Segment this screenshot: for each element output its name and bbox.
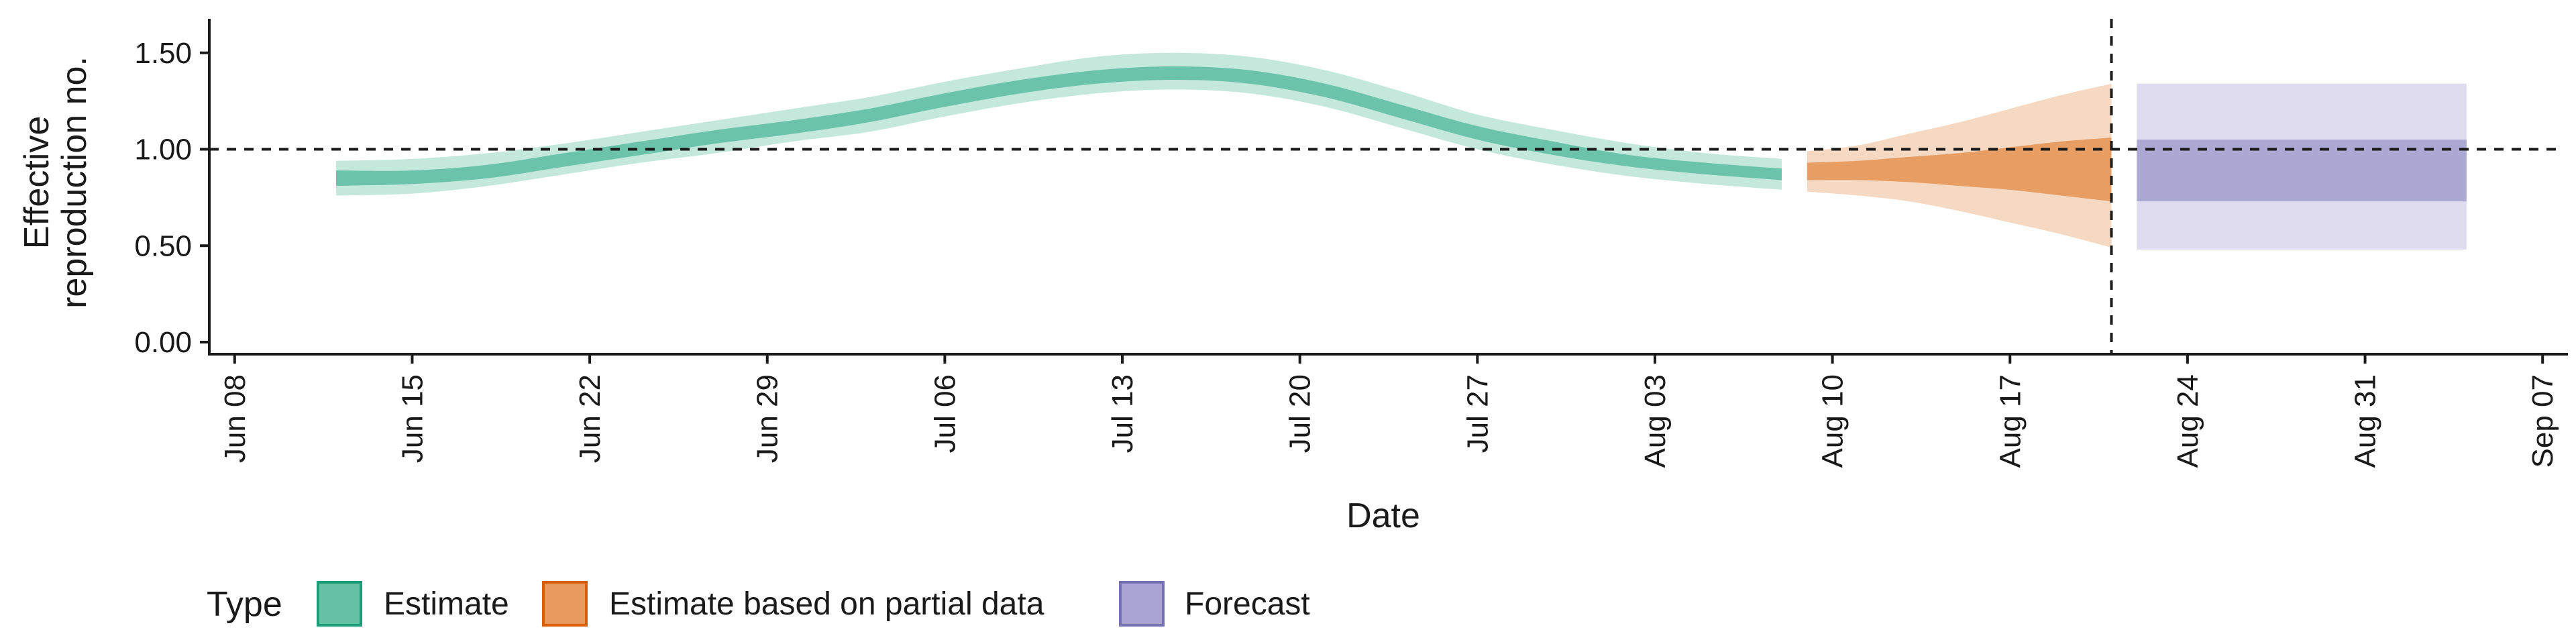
x-tick-label: Jul 27 (1461, 374, 1494, 453)
reference-lines (209, 19, 2563, 354)
x-tick-label: Jun 22 (574, 374, 606, 463)
legend-label-forecast: Forecast (1185, 586, 1310, 622)
band-inner-estimate (336, 66, 1782, 186)
legend-key-partial (542, 581, 588, 627)
x-tick-label: Sep 07 (2526, 374, 2559, 468)
legend-item-partial: Estimate based on partial data (542, 581, 1044, 627)
legend-label-estimate: Estimate (384, 586, 509, 622)
legend-label-partial: Estimate based on partial data (609, 586, 1044, 622)
x-tick-label: Aug 31 (2349, 374, 2382, 468)
x-tick-label: Jun 29 (751, 374, 784, 463)
band-inner-forecast (2137, 140, 2467, 202)
legend-key-forecast (1119, 581, 1165, 627)
legend-item-forecast: Forecast (1119, 581, 1310, 627)
ribbon-bands (336, 52, 2467, 250)
x-tick-label: Jun 08 (219, 374, 252, 463)
x-tick-label: Aug 17 (1994, 374, 2027, 468)
x-axis-title: Date (1346, 496, 1420, 535)
legend: Type Estimate Estimate based on partial … (207, 581, 1310, 627)
y-axis-title-line-1: Effective (17, 116, 56, 249)
x-tick-label: Aug 10 (1817, 374, 1849, 468)
legend-key-estimate (317, 581, 362, 627)
y-tick-label: 0.00 (134, 326, 192, 359)
y-axis-title-line-2: reproduction no. (55, 56, 94, 309)
legend-item-estimate: Estimate (317, 581, 509, 627)
y-tick-label: 1.50 (134, 37, 192, 70)
x-tick-label: Jul 06 (928, 374, 961, 453)
axes (208, 19, 2568, 356)
y-tick-label: 0.50 (134, 229, 192, 262)
x-tick-label: Jul 13 (1106, 374, 1139, 453)
y-tick-label: 1.00 (134, 133, 192, 166)
band-inner-estimate-based-on-partial-data (1807, 138, 2112, 202)
x-tick-label: Aug 24 (2171, 374, 2204, 468)
band-outer-estimate (336, 52, 1782, 196)
x-tick-label: Aug 03 (1639, 374, 1672, 468)
x-ticks: Jun 08 Jun 15 Jun 22 Jun 29 Jul 06 Jul 13 Jul … (219, 354, 2559, 468)
legend-title: Type (207, 585, 282, 624)
x-tick-label: Jul 20 (1284, 374, 1317, 453)
y-ticks: 0.00 0.50 1.00 1.50 (134, 37, 209, 359)
x-tick-label: Jun 15 (396, 374, 429, 463)
